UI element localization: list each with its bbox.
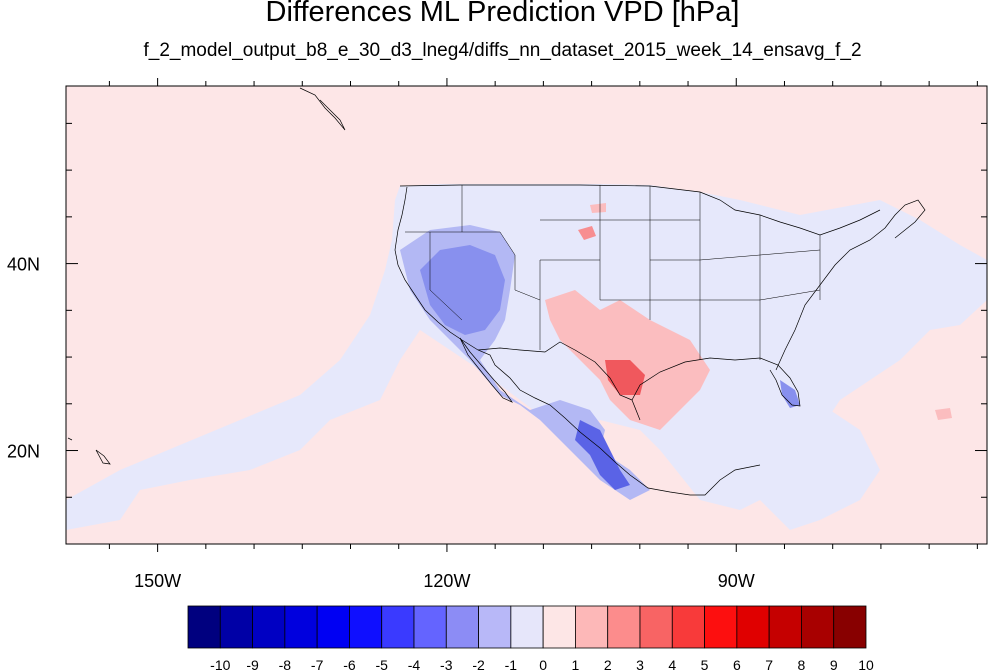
- colorbar-segment: [316, 605, 350, 649]
- longitude-labels: 150W 120W 90W: [134, 571, 755, 591]
- colorbar-label: -8: [279, 657, 292, 672]
- great-basin-strong-negative: [420, 245, 505, 335]
- colorbar-segment: [801, 605, 835, 649]
- colorbar-label: 10: [858, 657, 874, 672]
- axis-ticks: [66, 78, 987, 552]
- colorbar-label: -3: [440, 657, 453, 672]
- colorbar-label: 2: [604, 657, 612, 672]
- us-mexico-border: [477, 341, 633, 401]
- dakota-positive-spot-2: [590, 203, 606, 213]
- colorbar-segment: [542, 605, 576, 649]
- colorbar-segment: [349, 605, 383, 649]
- colorbar-segment: [445, 605, 479, 649]
- colorbar-label: 9: [830, 657, 838, 672]
- colorbar-segment: [510, 605, 544, 649]
- dakota-positive-spot: [578, 226, 596, 240]
- colorbar-segment: [252, 605, 286, 649]
- plot-subtitle: f_2_model_output_b8_e_30_d3_lneg4/diffs_…: [143, 40, 862, 61]
- map-frame: [65, 85, 988, 545]
- colorbar-segment: [704, 605, 738, 649]
- colorbar-label: 8: [798, 657, 806, 672]
- colorbar-label: 0: [539, 657, 547, 672]
- colorbar-segment: [284, 605, 318, 649]
- colorbar-segment: [768, 605, 802, 649]
- colorbar-segment: [639, 605, 673, 649]
- colorbar-label: -5: [375, 657, 388, 672]
- colorbar-segment: [671, 605, 705, 649]
- colorbar-label: 4: [668, 657, 676, 672]
- colorbar-label: 5: [701, 657, 709, 672]
- colorbar-segment: [381, 605, 415, 649]
- north-america-coastline: [394, 186, 761, 496]
- map-field: [66, 86, 987, 544]
- colorbar-label: -1: [505, 657, 518, 672]
- latitude-labels: 40N 20N: [7, 255, 40, 462]
- florida-negative: [780, 380, 800, 408]
- colorbar-label: -7: [311, 657, 324, 672]
- longitude-label: 90W: [718, 571, 755, 591]
- atlantic-coastline: [775, 199, 926, 371]
- colorbar-segment: [187, 605, 221, 649]
- colorbar-segment: [736, 605, 770, 649]
- hawaii-islands: [67, 437, 111, 465]
- colorbar-label: 1: [572, 657, 580, 672]
- mexico-strong-negative: [575, 420, 630, 490]
- colorbar-label: -2: [472, 657, 485, 672]
- baja-coastline: [459, 337, 514, 403]
- gulf-coastline: [631, 357, 801, 421]
- longitude-label: 120W: [423, 571, 470, 591]
- alaska-panhandle-coastline: [299, 87, 346, 131]
- colorbar-label: 3: [636, 657, 644, 672]
- colorbar-label: -4: [408, 657, 421, 672]
- colorbar-segment: [219, 605, 253, 649]
- colorbar-label: -9: [246, 657, 259, 672]
- plot-title: Differences ML Prediction VPD [hPa]: [265, 0, 740, 28]
- state-lines: [405, 185, 821, 360]
- colorbar-segment: [413, 605, 447, 649]
- canada-us-border: [399, 184, 881, 236]
- colorbar-label: -6: [343, 657, 356, 672]
- atlantic-positive-spot: [935, 408, 952, 420]
- gulf-negative-region: [700, 372, 880, 530]
- coastlines-and-borders: [67, 87, 926, 496]
- colorbar-segment: [833, 605, 867, 649]
- latitude-label: 40N: [7, 255, 40, 275]
- longitude-label: 150W: [134, 571, 181, 591]
- colorbar-segment: [607, 605, 641, 649]
- colorbar-segment: [478, 605, 512, 649]
- colorbar-labels: -10 -9 -8 -7 -6 -5 -4 -3 -2 -1 0 1 2 3 4 5 6 7 8 9 10: [210, 657, 874, 672]
- latitude-label: 20N: [7, 442, 40, 462]
- colorbar: [187, 605, 867, 649]
- colorbar-segment: [575, 605, 609, 649]
- colorbar-label: 6: [733, 657, 741, 672]
- colorbar-label: -10: [210, 657, 230, 672]
- colorbar-label: 7: [765, 657, 773, 672]
